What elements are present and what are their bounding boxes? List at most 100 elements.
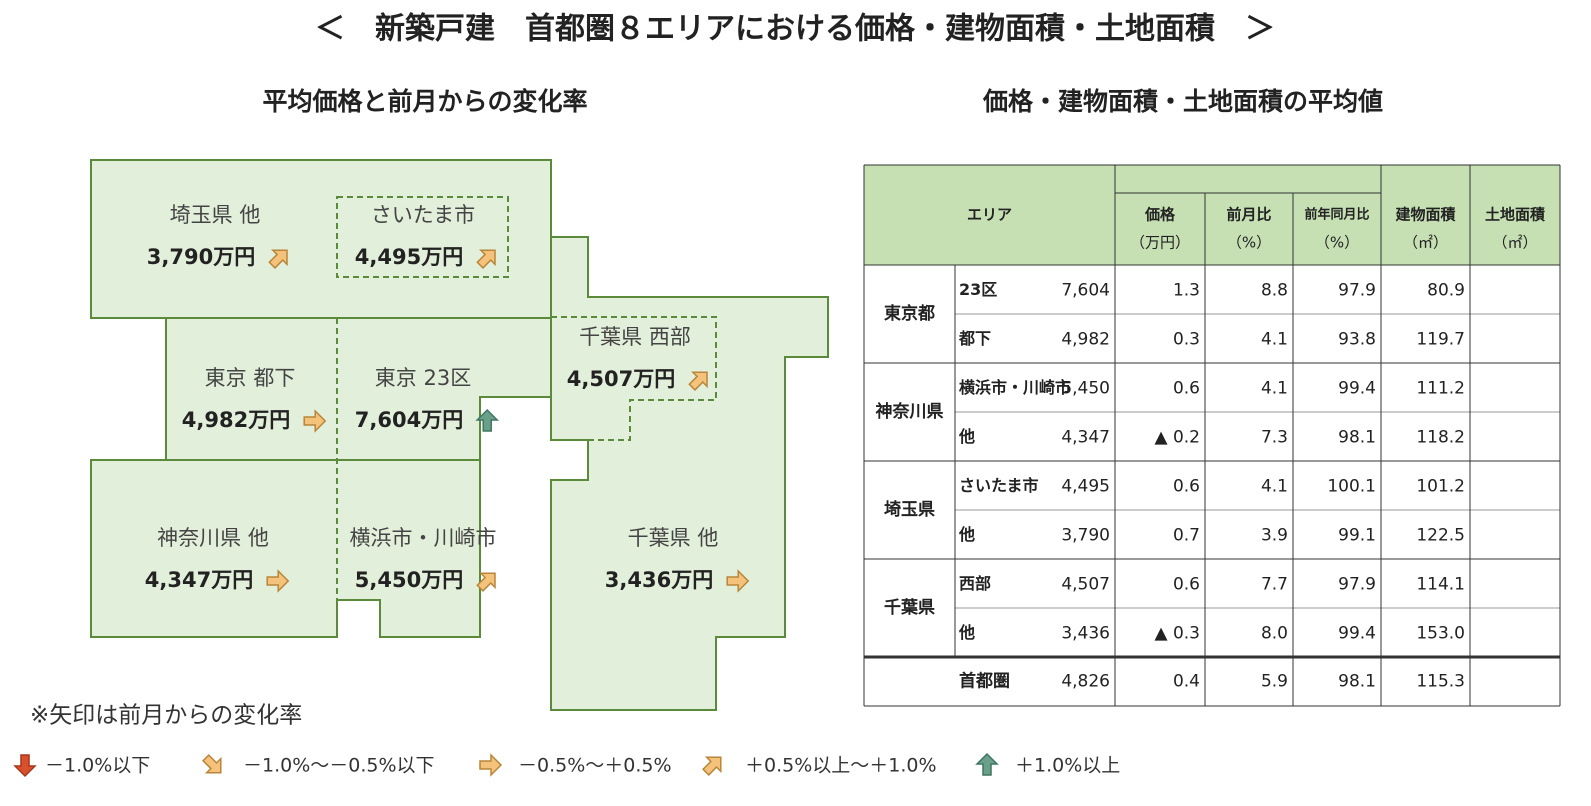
table-subtitle: 価格・建物面積・土地面積の平均値 bbox=[982, 87, 1383, 116]
map-subtitle: 平均価格と前月からの変化率 bbox=[262, 87, 587, 116]
cell: 99.4 bbox=[1338, 624, 1376, 644]
area-name: 横浜市・川崎市 bbox=[350, 526, 497, 550]
area-kanagawa bbox=[90, 459, 481, 638]
row-label: 他 bbox=[958, 427, 975, 446]
cell: 4,826 bbox=[1061, 672, 1110, 692]
legend-label: －0.5%～＋0.5% bbox=[518, 755, 672, 777]
cell: 0.4 bbox=[1173, 672, 1200, 692]
group-name: 神奈川県 bbox=[876, 401, 944, 422]
area-name: さいたま市 bbox=[371, 203, 475, 227]
arrow-icon bbox=[13, 754, 37, 778]
legend-label: ＋1.0%以上 bbox=[1015, 755, 1120, 777]
cell: 0.6 bbox=[1173, 379, 1200, 399]
arrow-icon bbox=[303, 409, 327, 433]
cell: 97.9 bbox=[1338, 575, 1376, 595]
area-price: 3,436万円 bbox=[605, 568, 713, 592]
area-price: 3,790万円 bbox=[147, 245, 255, 269]
area-name: 埼玉県 他 bbox=[170, 203, 261, 227]
cell: 1.3 bbox=[1173, 281, 1200, 301]
cell: 115.3 bbox=[1416, 672, 1465, 692]
th-yoy: 前年同月比 bbox=[1304, 207, 1369, 223]
arrow-icon bbox=[726, 569, 750, 593]
row-label: さいたま市 bbox=[959, 476, 1039, 495]
cell: 3.9 bbox=[1261, 526, 1288, 546]
row-label: 西部 bbox=[959, 574, 991, 593]
cell: 4.1 bbox=[1261, 477, 1288, 497]
area-name: 千葉県 他 bbox=[628, 526, 719, 550]
cell: 4,347 bbox=[1061, 428, 1110, 448]
arrow-icon bbox=[476, 572, 496, 592]
cell: 100.1 bbox=[1327, 477, 1376, 497]
cell: 4.1 bbox=[1261, 379, 1288, 399]
dash-chiba-west bbox=[551, 316, 717, 441]
cell: 99.4 bbox=[1338, 379, 1376, 399]
cell: 98.1 bbox=[1338, 428, 1376, 448]
group-name: 東京都 bbox=[884, 303, 935, 324]
cell: 4,982 bbox=[1061, 330, 1110, 350]
arrow-icon bbox=[202, 754, 222, 774]
arrow-icon bbox=[475, 408, 500, 432]
row-label: 23区 bbox=[959, 280, 997, 299]
th-building-unit: （㎡） bbox=[1403, 234, 1448, 252]
title: ＜ 新築戸建 首都圏８エリアにおける価格・建物面積・土地面積 ＞ bbox=[315, 12, 1275, 47]
area-name: 千葉県 西部 bbox=[579, 325, 691, 349]
cell: ▲ 0.3 bbox=[1154, 624, 1200, 644]
area-name: 東京 都下 bbox=[205, 366, 296, 390]
cell: 3,790 bbox=[1061, 526, 1110, 546]
map-shapes bbox=[90, 159, 829, 711]
row-label: 他 bbox=[958, 623, 975, 642]
cell: 3,436 bbox=[1061, 624, 1110, 644]
legend-label: －1.0%以下 bbox=[45, 755, 150, 777]
th-price-unit: （万円） bbox=[1130, 234, 1190, 252]
cell: 5,450 bbox=[1061, 379, 1110, 399]
cell: 93.8 bbox=[1338, 330, 1376, 350]
cell: 4.1 bbox=[1261, 330, 1288, 350]
arrow-icon bbox=[702, 756, 722, 776]
cell: 98.1 bbox=[1338, 672, 1376, 692]
arrow-icon bbox=[476, 249, 496, 269]
th-mom-unit: （%） bbox=[1227, 234, 1271, 252]
cell: 118.2 bbox=[1416, 428, 1465, 448]
row-label: 横浜市・川崎市 bbox=[959, 378, 1071, 397]
cell: ▲ 0.2 bbox=[1154, 428, 1200, 448]
row-label: 他 bbox=[958, 525, 975, 544]
th-land-unit: （㎡） bbox=[1492, 234, 1537, 252]
cell: 5.9 bbox=[1261, 672, 1288, 692]
th-land: 土地面積 bbox=[1485, 206, 1546, 224]
area-price: 4,347万円 bbox=[145, 568, 253, 592]
cell: 80.9 bbox=[1427, 281, 1465, 301]
cell: 7.7 bbox=[1261, 575, 1288, 595]
arrow-icon bbox=[479, 753, 503, 777]
area-saitama bbox=[90, 159, 552, 319]
th-price: 価格 bbox=[1144, 206, 1176, 224]
note: ※矢印は前月からの変化率 bbox=[30, 703, 302, 729]
cell: 99.1 bbox=[1338, 526, 1376, 546]
area-chiba bbox=[550, 236, 829, 711]
table-header-bg bbox=[864, 165, 1560, 265]
cell: 4,495 bbox=[1061, 477, 1110, 497]
group-name: 埼玉県 bbox=[884, 499, 935, 520]
arrow-icon bbox=[688, 371, 708, 391]
cell: 8.0 bbox=[1261, 624, 1288, 644]
area-price: 5,450万円 bbox=[355, 568, 463, 592]
th-building: 建物面積 bbox=[1395, 206, 1456, 224]
cell: 0.6 bbox=[1173, 575, 1200, 595]
cell: 119.7 bbox=[1416, 330, 1465, 350]
cell: 101.2 bbox=[1416, 477, 1465, 497]
area-price: 4,495万円 bbox=[355, 245, 463, 269]
cell: 7,604 bbox=[1061, 281, 1110, 301]
legend-label: －1.0%～－0.5%以下 bbox=[243, 755, 435, 777]
cell: 114.1 bbox=[1416, 575, 1465, 595]
area-name: 神奈川県 他 bbox=[157, 526, 269, 550]
cell: 153.0 bbox=[1416, 624, 1465, 644]
th-area: エリア bbox=[967, 206, 1012, 224]
area-name: 東京 23区 bbox=[375, 366, 471, 390]
row-label: 都下 bbox=[958, 329, 991, 348]
dash-saitama-city bbox=[336, 196, 509, 278]
area-price: 7,604万円 bbox=[355, 408, 463, 432]
legend-label: ＋0.5%以上～＋1.0% bbox=[745, 755, 937, 777]
cell: 122.5 bbox=[1416, 526, 1465, 546]
cell: 8.8 bbox=[1261, 281, 1288, 301]
cell: 0.6 bbox=[1173, 477, 1200, 497]
